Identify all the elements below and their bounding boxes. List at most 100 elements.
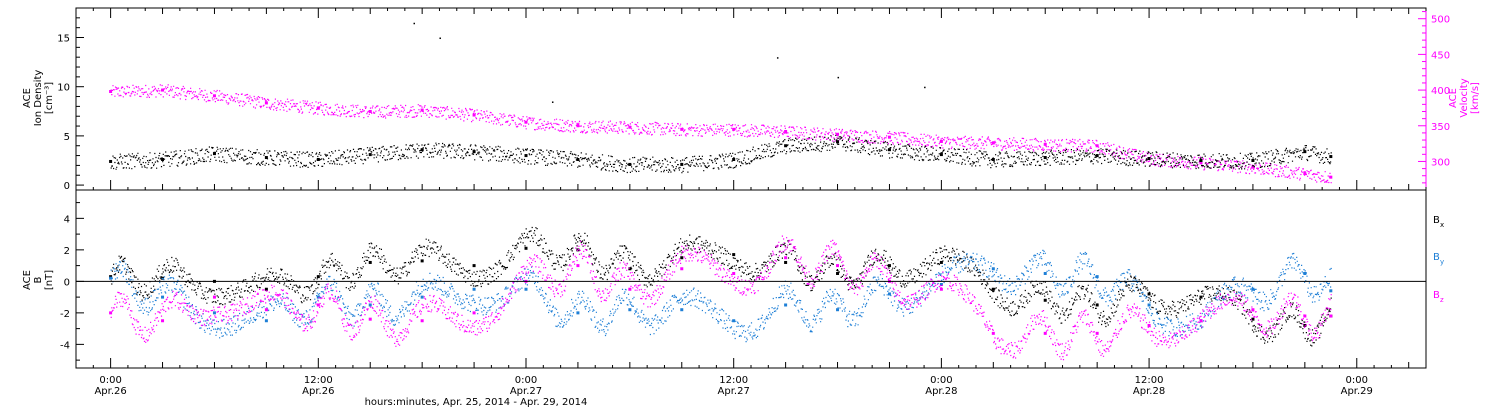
bz-point	[991, 331, 995, 335]
bz-point	[1329, 314, 1333, 318]
by-point	[212, 311, 216, 315]
bx-point	[991, 287, 995, 291]
density-point	[1303, 150, 1307, 154]
x-tick-time-label: 0:00	[1346, 375, 1368, 386]
legend-subscript: z	[1440, 296, 1444, 304]
bz-point	[1303, 314, 1307, 318]
bx-point	[264, 287, 268, 291]
x-tick-time-label: 12:00	[304, 375, 333, 386]
velocity-point	[212, 94, 216, 98]
bx-point	[732, 253, 736, 257]
velocity-point	[887, 135, 891, 139]
legend-subscript: x	[1440, 221, 1444, 229]
density-point	[991, 158, 995, 162]
x-tick-date-label: Apr.28	[925, 386, 957, 397]
bz-point	[109, 311, 113, 315]
bz-point	[1043, 331, 1047, 335]
bz-point	[939, 287, 943, 291]
by-point	[1329, 289, 1333, 293]
velocity-point	[1043, 142, 1047, 146]
by-point	[680, 308, 684, 312]
by-point	[939, 283, 943, 287]
velocity-axis-label-line: Velocity	[1459, 78, 1470, 117]
density-tick-label: 15	[57, 34, 70, 45]
by-point	[991, 267, 995, 271]
bz-point	[836, 264, 840, 268]
axis-labels: ACE Ion Density [cm⁻³] ACE Velocity [km/s]ACE…	[22, 70, 1481, 304]
by-point	[109, 276, 113, 280]
b-axis-label-line: B	[33, 276, 44, 283]
density-point	[524, 154, 528, 158]
density-point	[368, 153, 372, 157]
density-points	[109, 134, 1333, 174]
velocity-tick-label: 450	[1431, 50, 1450, 61]
velocity-point	[732, 127, 736, 131]
bz-point	[1199, 319, 1203, 323]
density-axis-label-line: [cm⁻³]	[44, 82, 55, 114]
x-tick-time-label: 12:00	[1135, 375, 1164, 386]
velocity-points	[109, 84, 1333, 184]
bz-point	[784, 256, 788, 260]
bz-point	[1095, 331, 1099, 335]
bz-point	[732, 271, 736, 275]
by-point	[264, 319, 268, 323]
legend-label: B	[1433, 215, 1440, 226]
bottom-series-group	[109, 226, 1333, 361]
bx-point	[1043, 298, 1047, 302]
legend-label: B	[1433, 252, 1440, 263]
velocity-point	[1095, 144, 1099, 148]
top-series-group	[109, 22, 1333, 184]
by-point	[1043, 271, 1047, 275]
bx-texture	[110, 226, 1332, 347]
density-point	[680, 162, 684, 166]
by-point	[368, 303, 372, 307]
x-tick-date-label: Apr.26	[94, 386, 126, 397]
velocity-tick-label: 400	[1431, 86, 1450, 97]
bx-point	[1199, 295, 1203, 299]
axis-ticks: 051015300350400450500-4-20240:00Apr.2612…	[57, 8, 1450, 397]
b-axis-label-line: ACE	[22, 270, 33, 290]
density-point	[1251, 158, 1255, 162]
density-point	[887, 148, 891, 152]
by-point	[524, 287, 528, 291]
bx-point	[316, 275, 320, 279]
x-tick-date-label: Apr.28	[1133, 386, 1165, 397]
by-points	[109, 249, 1333, 343]
x-tick-date-label: Apr.27	[510, 386, 542, 397]
by-point	[1147, 303, 1151, 307]
velocity-point	[161, 88, 165, 92]
velocity-point	[472, 113, 476, 117]
b-tick-label: 0	[64, 277, 70, 288]
bz-point	[420, 319, 424, 323]
bx-point	[1095, 303, 1099, 307]
density-point	[732, 158, 736, 162]
velocity-point	[784, 129, 788, 133]
by-texture	[110, 249, 1332, 343]
x-tick-time-label: 12:00	[719, 375, 748, 386]
by-point	[628, 308, 632, 312]
velocity-point	[264, 101, 268, 105]
density-point	[1329, 155, 1333, 159]
density-outlier-point	[776, 57, 779, 59]
bottom-panel-data	[109, 226, 1333, 361]
density-axis-label: ACE Ion Density [cm⁻³]	[22, 70, 55, 127]
bx-point	[420, 259, 424, 263]
velocity-tick-label: 500	[1431, 15, 1450, 26]
bx-point	[628, 267, 632, 271]
density-outlier-point	[924, 86, 926, 89]
velocity-point	[1199, 161, 1203, 165]
legend-label: B	[1433, 290, 1440, 301]
b-axis-label: ACE B [nT]	[22, 270, 55, 290]
bz-point	[212, 295, 216, 299]
by-point	[836, 308, 840, 312]
density-point	[628, 162, 632, 166]
b-tick-label: -2	[60, 309, 70, 320]
density-axis-label-line: Ion Density	[33, 70, 44, 127]
density-point	[264, 156, 268, 160]
bx-point	[472, 264, 476, 268]
bz-point	[680, 267, 684, 271]
b-tick-label: 4	[64, 214, 70, 225]
density-point	[1095, 154, 1099, 158]
